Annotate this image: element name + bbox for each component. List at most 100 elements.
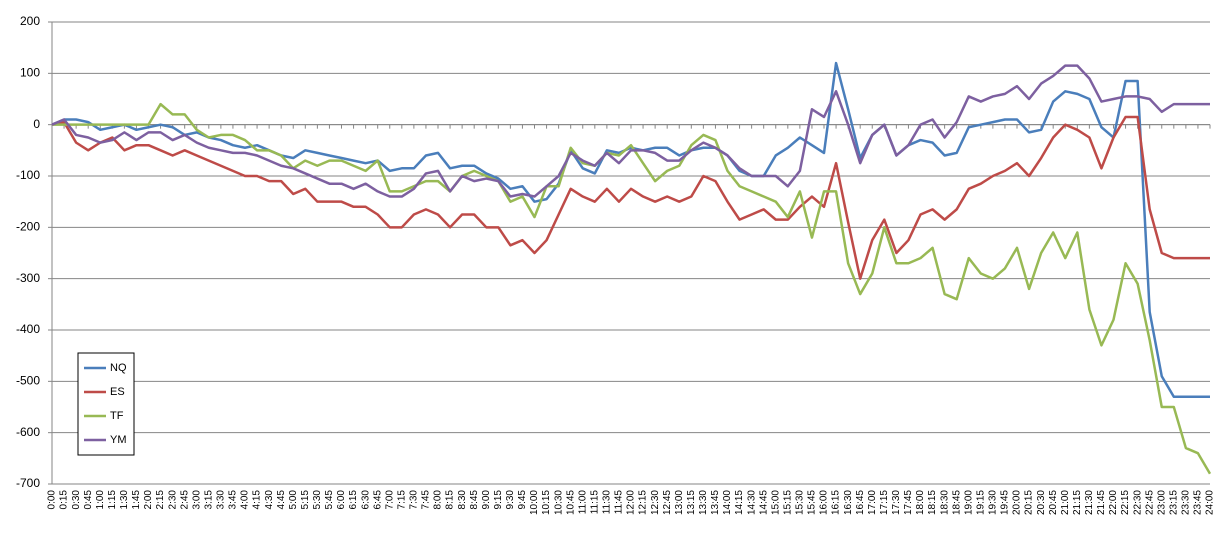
x-tick-label: 16:00 (819, 490, 830, 515)
legend-box (77, 352, 135, 456)
x-tick-label: 20:45 (1048, 490, 1059, 515)
x-tick-label: 10:30 (553, 490, 564, 515)
y-tick-label: -300 (16, 271, 40, 285)
x-tick-label: 9:30 (505, 490, 516, 510)
x-tick-label: 19:45 (1000, 490, 1011, 515)
x-tick-label: 13:00 (674, 490, 685, 515)
series-line (51, 115, 1210, 280)
x-tick-label: 15:00 (770, 490, 781, 515)
x-tick-label: 17:15 (879, 490, 890, 515)
x-tick-label: 3:30 (216, 490, 227, 510)
x-tick-label: 8:30 (457, 490, 468, 510)
legend-label: NQ (110, 362, 127, 374)
x-tick-label: 20:00 (1012, 490, 1023, 515)
x-tick-label: 10:45 (565, 490, 576, 515)
x-tick-label: 11:30 (602, 490, 613, 515)
x-tick-label: 4:00 (240, 490, 251, 510)
x-tick-label: 19:30 (988, 490, 999, 515)
x-tick-label: 12:15 (638, 490, 649, 515)
x-tick-label: 21:30 (1084, 490, 1095, 515)
x-tick-label: 16:45 (855, 490, 866, 515)
x-tick-label: 11:45 (614, 490, 625, 515)
x-tick-label: 10:00 (529, 490, 540, 515)
y-tick-label: -200 (16, 220, 40, 234)
x-tick-label: 17:30 (891, 490, 902, 515)
x-tick-label: 4:15 (252, 490, 263, 510)
x-tick-label: 11:00 (577, 490, 588, 515)
x-tick-label: 0:15 (59, 490, 70, 510)
x-tick-label: 15:30 (795, 490, 806, 515)
x-tick-label: 10:15 (541, 490, 552, 515)
x-tick-label: 8:00 (433, 490, 444, 510)
x-tick-label: 1:15 (107, 490, 118, 510)
x-tick-label: 18:15 (927, 490, 938, 515)
y-tick-label: -100 (16, 168, 40, 182)
x-tick-label: 24:00 (1205, 490, 1216, 515)
x-tick-label: 21:00 (1060, 490, 1071, 515)
x-tick-label: 18:45 (951, 490, 962, 515)
x-tick-label: 0:00 (47, 490, 58, 510)
x-tick-label: 14:30 (746, 490, 757, 515)
x-tick-label: 7:45 (421, 490, 432, 510)
x-tick-label: 19:15 (975, 490, 986, 515)
x-tick-label: 16:15 (831, 490, 842, 515)
x-tick-label: 7:15 (396, 490, 407, 510)
x-tick-label: 6:00 (336, 490, 347, 510)
x-tick-label: 7:00 (384, 490, 395, 510)
x-tick-label: 23:15 (1168, 490, 1179, 515)
y-tick-label: 100 (20, 66, 40, 80)
x-tick-label: 3:00 (191, 490, 202, 510)
x-tick-label: 15:45 (807, 490, 818, 515)
x-tick-label: 3:45 (228, 490, 239, 510)
y-tick-label: -600 (16, 425, 40, 439)
x-tick-label: 8:45 (469, 490, 480, 510)
x-tick-label: 14:00 (722, 490, 733, 515)
x-tick-label: 18:00 (915, 490, 926, 515)
x-tick-label: 15:15 (782, 490, 793, 515)
y-tick-label: 0 (33, 117, 40, 131)
x-tick-label: 11:15 (589, 490, 600, 515)
x-tick-label: 5:45 (324, 490, 335, 510)
x-tick-label: 8:15 (445, 490, 456, 510)
x-tick-label: 0:45 (83, 490, 94, 510)
x-tick-label: 13:15 (686, 490, 697, 515)
x-tick-label: 2:30 (167, 490, 178, 510)
x-tick-label: 5:15 (300, 490, 311, 510)
x-tick-label: 12:00 (626, 490, 637, 515)
x-tick-label: 17:00 (867, 490, 878, 515)
x-tick-label: 23:30 (1181, 490, 1192, 515)
x-tick-label: 20:15 (1024, 490, 1035, 515)
x-tick-label: 2:00 (143, 490, 154, 510)
x-tick-label: 0:30 (71, 490, 82, 510)
x-tick-label: 3:15 (203, 490, 214, 510)
x-tick-label: 14:15 (734, 490, 745, 515)
y-tick-label: -500 (16, 374, 40, 388)
x-tick-label: 1:00 (95, 490, 106, 510)
legend-label: YM (110, 434, 127, 446)
x-tick-label: 23:00 (1156, 490, 1167, 515)
x-tick-label: 2:45 (179, 490, 190, 510)
x-tick-label: 20:30 (1036, 490, 1047, 515)
series-line (52, 102, 1212, 475)
legend-label: TF (110, 410, 124, 422)
series-line (51, 64, 1210, 198)
x-tick-label: 9:00 (481, 490, 492, 510)
x-tick-label: 21:45 (1096, 490, 1107, 515)
x-tick-label: 12:30 (650, 490, 661, 515)
x-tick-label: 22:45 (1144, 490, 1155, 515)
x-tick-label: 6:15 (348, 490, 359, 510)
x-tick-label: 13:45 (710, 490, 721, 515)
x-tick-label: 1:45 (131, 490, 142, 510)
series-line (51, 61, 1210, 398)
x-tick-label: 4:30 (264, 490, 275, 510)
x-tick-label: 6:30 (360, 490, 371, 510)
x-tick-label: 18:30 (939, 490, 950, 515)
x-tick-label: 17:45 (903, 490, 914, 515)
x-tick-label: 23:45 (1193, 490, 1204, 515)
x-tick-label: 12:45 (662, 490, 673, 515)
legend-label: ES (110, 386, 125, 398)
x-tick-label: 22:00 (1108, 490, 1119, 515)
x-tick-label: 7:30 (409, 490, 420, 510)
x-tick-label: 4:45 (276, 490, 287, 510)
y-tick-label: -700 (16, 476, 40, 490)
